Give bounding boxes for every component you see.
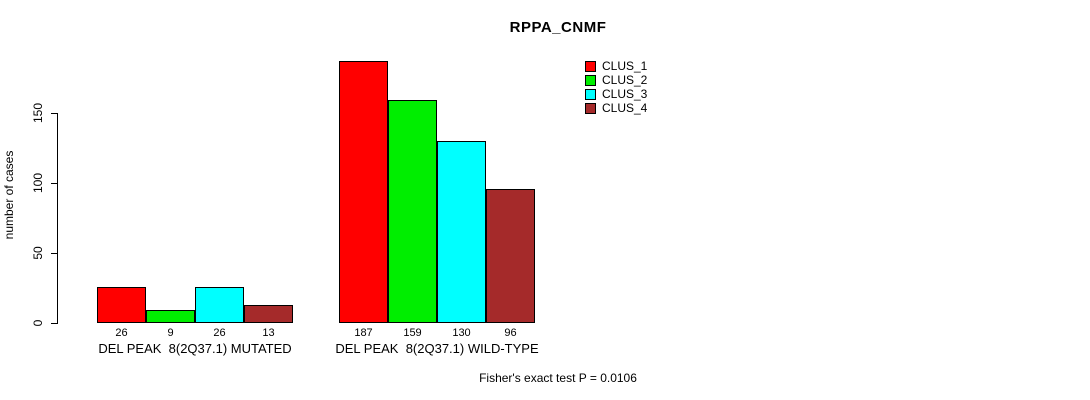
legend-item: CLUS_2 <box>585 73 648 87</box>
category-label: DEL PEAK 8(2Q37.1) MUTATED <box>98 341 292 356</box>
bar-value-label: 26 <box>115 327 128 339</box>
bar-value-label: 159 <box>403 327 422 339</box>
y-axis-label: number of cases <box>2 150 16 240</box>
annotation: Fisher's exact test P = 0.0106 <box>479 371 637 385</box>
legend-label: CLUS_3 <box>602 87 648 101</box>
bar-clus_4-group1 <box>244 305 293 323</box>
bar-clus_2-group2 <box>388 100 437 323</box>
legend-item: CLUS_4 <box>585 101 648 115</box>
bar-value-label: 187 <box>354 327 373 339</box>
bar-value-label: 130 <box>452 327 471 339</box>
y-tick-label: 100 <box>31 172 45 194</box>
y-tick-label: 0 <box>31 319 45 327</box>
category-label: DEL PEAK 8(2Q37.1) WILD-TYPE <box>335 341 539 356</box>
y-tick <box>51 322 58 324</box>
bar-clus_4-group2 <box>486 189 535 323</box>
bar-clus_1-group2 <box>339 61 388 323</box>
legend-swatch-clus_2 <box>585 75 596 86</box>
legend-label: CLUS_2 <box>602 73 648 87</box>
legend-item: CLUS_1 <box>585 59 648 73</box>
y-axis <box>57 113 58 324</box>
legend-label: CLUS_4 <box>602 101 648 115</box>
bar-value-label: 9 <box>167 327 174 339</box>
legend-swatch-clus_1 <box>585 61 596 72</box>
y-tick-label: 50 <box>31 246 45 260</box>
legend-label: CLUS_1 <box>602 59 648 73</box>
bar-clus_1-group1 <box>97 287 146 323</box>
legend-swatch-clus_4 <box>585 103 596 114</box>
legend: CLUS_1 CLUS_2 CLUS_3 CLUS_4 <box>585 59 648 115</box>
bar-clus_3-group1 <box>195 287 244 323</box>
bar-value-label: 96 <box>504 327 517 339</box>
y-tick <box>51 112 58 114</box>
legend-item: CLUS_3 <box>585 87 648 101</box>
bar-clus_2-group1 <box>146 310 195 323</box>
chart-title: RPPA_CNMF <box>509 19 607 36</box>
legend-swatch-clus_3 <box>585 89 596 100</box>
bar-value-label: 13 <box>262 327 275 339</box>
bar-clus_3-group2 <box>437 141 486 323</box>
y-tick-label: 150 <box>31 102 45 124</box>
y-tick <box>51 252 58 254</box>
bar-value-label: 26 <box>213 327 226 339</box>
y-tick <box>51 182 58 184</box>
